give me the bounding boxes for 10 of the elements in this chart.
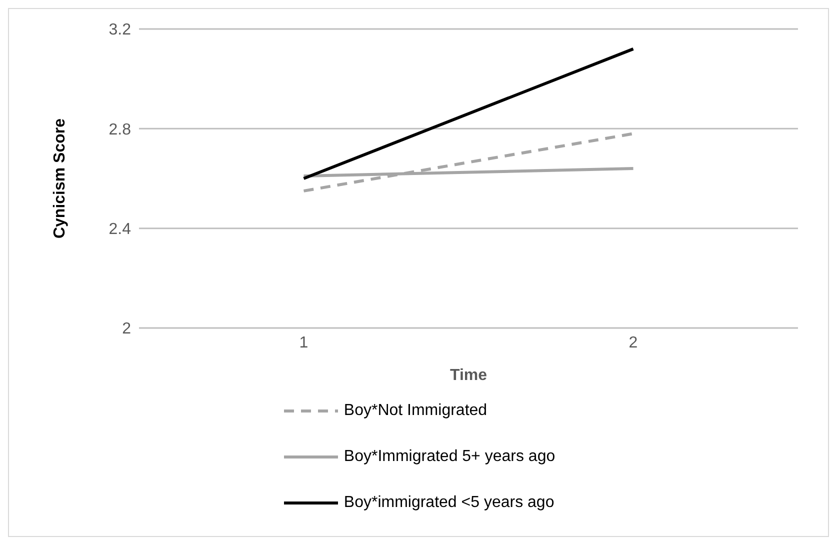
y-tick-label: 3.2 — [108, 22, 132, 39]
x-tick-label: 1 — [299, 334, 308, 352]
x-axis-title: Time — [450, 367, 488, 384]
y-axis-title: Cynicism Score — [52, 118, 69, 239]
legend-label: Boy*immigrated <5 years ago — [344, 494, 554, 512]
legend-label: Boy*Immigrated 5+ years ago — [344, 448, 556, 466]
y-tick-label: 2 — [122, 320, 132, 338]
y-tick-label: 2.8 — [108, 121, 132, 138]
legend-label: Boy*Not Immigrated — [344, 402, 488, 420]
y-tick-label: 2.4 — [108, 221, 132, 238]
